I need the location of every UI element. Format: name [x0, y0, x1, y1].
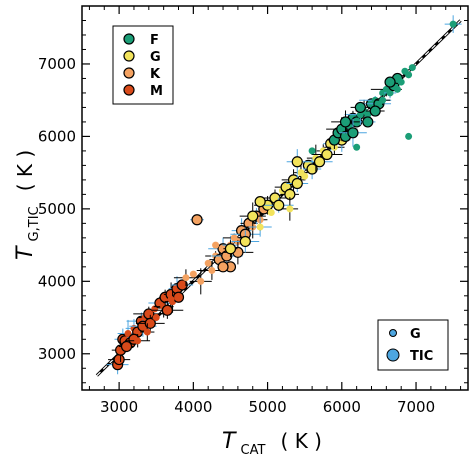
data-point-m: [161, 304, 173, 316]
data-point-f: [347, 127, 359, 139]
data-point-f: [362, 116, 374, 128]
data-point-g: [291, 156, 303, 168]
legend-source-box: [377, 319, 449, 371]
data-point-k: [189, 270, 197, 278]
y-tick-label: 4000: [38, 272, 76, 290]
data-point-outlier: [405, 132, 413, 140]
legend-marker-g: [123, 50, 135, 62]
legend-source-marker-tic: [386, 348, 400, 362]
x-tick-label: 4000: [174, 398, 212, 416]
data-point-f: [405, 71, 413, 79]
data-point-m: [172, 291, 185, 303]
data-point-f: [397, 78, 405, 86]
y-tick-label: 3000: [38, 345, 76, 363]
x-tick-label: 5000: [248, 398, 286, 416]
legend-source-marker-g: [389, 329, 397, 337]
data-point-g: [256, 223, 264, 231]
x-tick-label: 3000: [100, 398, 138, 416]
data-point-g: [291, 177, 303, 190]
data-point-outlier: [308, 147, 316, 155]
y-axis-title: T G,TIC ( K ): [13, 150, 42, 260]
data-point-g: [273, 199, 285, 211]
svg-text:T G,TIC ( K ): T G,TIC ( K ): [13, 150, 42, 260]
data-point-k: [208, 266, 216, 274]
data-point-m: [120, 340, 133, 353]
data-point-k: [212, 241, 220, 249]
data-point-k: [197, 277, 205, 285]
data-point-m: [113, 353, 125, 366]
data-point-f: [379, 96, 387, 104]
y-tick-label: 7000: [38, 55, 76, 73]
legend-marker-m: [123, 84, 135, 96]
x-axis-symbol: T: [222, 429, 237, 454]
legend-marker-k: [123, 67, 135, 79]
data-point-m: [134, 337, 142, 345]
x-tick-label: 7000: [397, 398, 435, 416]
data-point-k: [204, 259, 212, 267]
data-point-f: [339, 116, 352, 128]
x-axis-unit: ( K ): [281, 429, 322, 453]
data-point-g: [321, 148, 333, 161]
data-point-g: [239, 235, 251, 248]
data-point-f: [369, 105, 381, 117]
legend-spectral-box: [112, 25, 174, 105]
y-tick-label: 6000: [38, 127, 76, 145]
legend-source-label-g: G: [410, 327, 421, 342]
legend-label-m: M: [150, 84, 163, 99]
data-point-f: [354, 101, 366, 114]
y-axis-symbol: T: [13, 245, 38, 260]
svg-text:T CAT ( K ): T CAT ( K ): [222, 429, 322, 458]
data-point-f: [386, 89, 394, 97]
data-point-k: [182, 274, 190, 282]
data-point-m: [152, 314, 160, 322]
y-axis-unit: ( K ): [13, 150, 37, 191]
data-point-k: [191, 214, 203, 226]
plot-frame: [81, 5, 469, 391]
data-point-m: [124, 329, 132, 337]
data-point-m: [143, 328, 151, 336]
y-tick-label: 5000: [38, 200, 76, 218]
data-point-f: [449, 20, 457, 28]
data-point-g: [267, 208, 275, 216]
legend-label-f: F: [150, 33, 159, 48]
data-point-g: [306, 163, 318, 175]
data-point-g: [313, 156, 326, 168]
data-point-m: [176, 279, 188, 291]
x-tick-label: 6000: [323, 398, 361, 416]
x-axis-title: T CAT ( K ): [222, 429, 322, 458]
legend-label-g: G: [150, 50, 161, 65]
data-point-g: [224, 243, 237, 255]
data-point-m: [167, 295, 175, 303]
data-point-f: [364, 111, 372, 119]
data-point-f: [353, 143, 361, 151]
data-point-g: [286, 205, 294, 213]
legend-label-k: K: [150, 67, 161, 82]
data-point-f: [393, 85, 401, 93]
data-point-g: [247, 210, 259, 222]
data-point-g: [254, 196, 266, 208]
x-axis-subscript: CAT: [241, 443, 266, 458]
data-point-k: [217, 261, 229, 273]
data-point-g: [301, 172, 309, 180]
legend-marker-f: [123, 33, 135, 45]
data-point-f: [408, 64, 416, 72]
legend-source-label-tic: TIC: [410, 349, 433, 364]
y-axis-subscript: G,TIC: [27, 206, 42, 241]
data-point-f: [384, 76, 396, 88]
